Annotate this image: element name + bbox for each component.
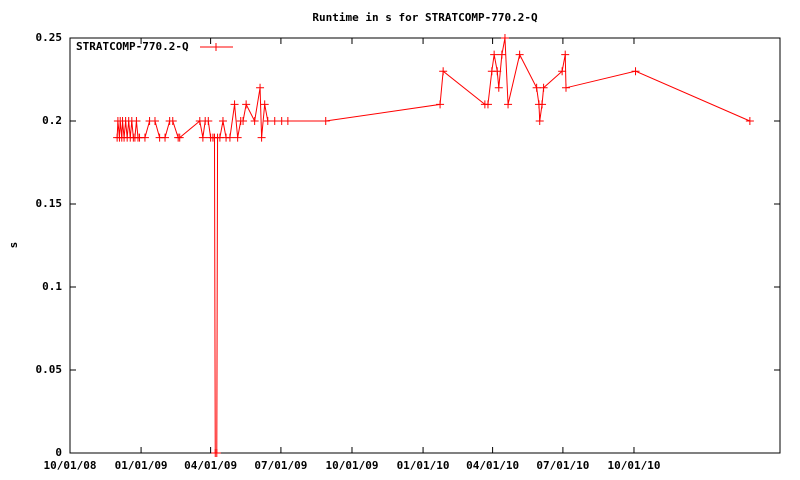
point-marker	[161, 133, 170, 142]
x-tick-label: 01/01/09	[115, 459, 168, 472]
point-marker	[132, 117, 141, 125]
point-marker	[500, 34, 509, 42]
point-marker	[483, 100, 492, 109]
x-tick-label: 10/01/09	[325, 459, 378, 472]
y-tick-label: 0.2	[42, 114, 62, 127]
point-marker	[230, 100, 239, 109]
y-tick-label: 0	[55, 446, 62, 459]
y-tick-label: 0.15	[36, 197, 63, 210]
point-marker	[218, 117, 227, 125]
point-marker	[321, 117, 330, 125]
point-marker	[539, 83, 548, 92]
point-marker	[225, 133, 234, 142]
point-marker	[233, 133, 242, 142]
point-marker	[168, 117, 177, 125]
point-marker	[256, 83, 265, 92]
x-tick-label: 04/01/10	[466, 459, 519, 472]
point-marker	[631, 67, 640, 76]
point-marker	[436, 100, 445, 109]
point-marker	[239, 117, 248, 125]
legend-label: STRATCOMP-770.2-Q	[76, 40, 189, 53]
x-tick-label: 04/01/09	[184, 459, 237, 472]
x-tick-label: 10/01/08	[44, 459, 97, 472]
point-marker	[745, 117, 754, 125]
legend-swatch	[200, 43, 233, 51]
x-tick-label: 10/01/10	[607, 459, 660, 472]
point-marker	[212, 449, 221, 457]
y-axis-label: s	[7, 242, 20, 249]
point-marker	[494, 83, 503, 92]
point-marker	[257, 133, 266, 142]
point-marker	[490, 50, 499, 59]
point-marker	[497, 50, 506, 59]
point-marker	[242, 100, 251, 109]
point-marker	[439, 67, 448, 76]
y-tick-label: 0.1	[42, 280, 62, 293]
point-marker	[561, 50, 570, 59]
point-marker	[263, 117, 272, 125]
point-marker	[538, 100, 547, 109]
point-marker	[140, 133, 149, 142]
x-tick-label: 07/01/10	[536, 459, 589, 472]
chart-title: Runtime in s for STRATCOMP-770.2-Q	[312, 11, 538, 24]
point-marker	[493, 67, 502, 76]
point-marker	[270, 117, 279, 125]
point-marker	[204, 117, 213, 125]
point-marker	[198, 133, 207, 142]
point-marker	[150, 117, 159, 125]
point-marker	[558, 67, 567, 76]
point-marker	[561, 83, 570, 92]
y-tick-label: 0.05	[36, 363, 63, 376]
point-marker	[504, 100, 513, 109]
point-marker	[515, 50, 524, 59]
point-marker	[532, 83, 541, 92]
point-marker	[260, 100, 269, 109]
x-tick-label: 01/01/10	[397, 459, 450, 472]
point-marker	[175, 133, 184, 142]
point-marker	[250, 117, 259, 125]
x-tick-label: 07/01/09	[254, 459, 307, 472]
point-marker	[535, 117, 544, 125]
y-tick-label: 0.25	[36, 31, 63, 44]
plot-border	[69, 37, 781, 454]
point-marker	[283, 117, 292, 125]
